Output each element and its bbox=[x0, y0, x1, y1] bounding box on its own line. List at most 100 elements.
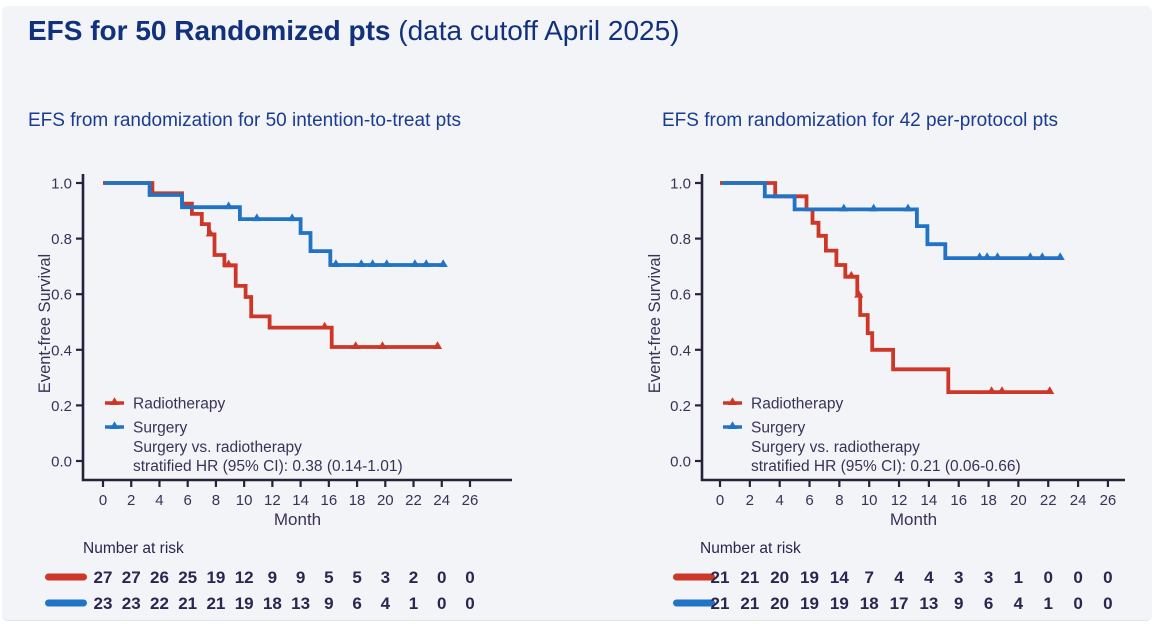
km-curve-surgery bbox=[104, 181, 445, 267]
risk-value: 13 bbox=[291, 594, 310, 613]
x-tick-label: 12 bbox=[891, 492, 908, 509]
risk-row-swatch-radiotherapy bbox=[45, 573, 87, 581]
axis-spine bbox=[700, 174, 1125, 482]
x-tick-label: 0 bbox=[716, 492, 724, 509]
risk-value: 0 bbox=[1103, 568, 1112, 587]
risk-value: 7 bbox=[864, 568, 873, 587]
x-tick-label: 6 bbox=[184, 492, 192, 509]
risk-value: 27 bbox=[94, 568, 113, 587]
censor-tick-icon bbox=[727, 421, 738, 429]
risk-value: 27 bbox=[122, 568, 141, 587]
censor-tick-icon bbox=[224, 201, 234, 210]
y-tick-label: 0.0 bbox=[670, 454, 691, 471]
page-title-cutoff: (data cutoff April 2025) bbox=[390, 15, 680, 46]
risk-value: 23 bbox=[122, 594, 141, 613]
risk-value: 20 bbox=[770, 594, 789, 613]
legend-label-surgery: Surgery bbox=[751, 420, 806, 437]
censor-tick-icon bbox=[109, 421, 120, 429]
y-tick-label: 0.8 bbox=[51, 231, 72, 248]
risk-value: 17 bbox=[890, 594, 909, 613]
censor-tick-icon bbox=[205, 228, 215, 237]
risk-value: 0 bbox=[1073, 568, 1082, 587]
x-axis-label: Month bbox=[890, 510, 937, 529]
y-tick-label: 0.4 bbox=[51, 342, 72, 359]
risk-value: 0 bbox=[465, 594, 474, 613]
risk-value: 4 bbox=[894, 568, 904, 587]
risk-value: 5 bbox=[324, 568, 333, 587]
y-tick-label: 0.6 bbox=[51, 287, 72, 304]
x-tick-label: 10 bbox=[861, 492, 878, 509]
x-tick-label: 2 bbox=[127, 492, 135, 509]
y-axis-label: Event-free Survival bbox=[646, 254, 664, 393]
censor-tick-icon bbox=[997, 386, 1007, 395]
x-tick-label: 4 bbox=[776, 492, 784, 509]
censor-tick-icon bbox=[839, 203, 849, 212]
axis-spine bbox=[81, 174, 512, 482]
risk-value: 19 bbox=[800, 594, 819, 613]
page-title-main: EFS for 50 Randomized pts bbox=[28, 15, 391, 46]
x-tick-label: 8 bbox=[212, 492, 220, 509]
risk-value: 22 bbox=[150, 594, 169, 613]
risk-value: 0 bbox=[1073, 594, 1082, 613]
x-tick-label: 22 bbox=[405, 492, 422, 509]
censor-tick-icon bbox=[986, 386, 997, 395]
risk-row-swatch-surgery bbox=[673, 599, 715, 607]
censor-tick-icon bbox=[421, 259, 431, 268]
risk-value: 18 bbox=[860, 594, 879, 613]
x-tick-label: 16 bbox=[320, 492, 337, 509]
censor-tick-icon bbox=[432, 341, 443, 350]
x-tick-label: 18 bbox=[349, 492, 366, 509]
x-tick-label: 10 bbox=[236, 492, 253, 509]
x-tick-label: 4 bbox=[155, 492, 163, 509]
risk-value: 9 bbox=[954, 594, 963, 613]
hr-annotation-line2: stratified HR (95% CI): 0.38 (0.14-1.01) bbox=[133, 458, 403, 475]
risk-value: 9 bbox=[324, 594, 333, 613]
risk-value: 18 bbox=[263, 594, 282, 613]
censor-tick-icon bbox=[320, 321, 330, 330]
risk-value: 19 bbox=[235, 594, 254, 613]
y-tick-label: 0.8 bbox=[670, 231, 691, 248]
risk-value: 23 bbox=[94, 594, 113, 613]
risk-value: 5 bbox=[352, 568, 361, 587]
censor-tick-icon bbox=[367, 259, 378, 268]
y-tick-label: 0.2 bbox=[51, 398, 72, 415]
risk-value: 0 bbox=[437, 594, 446, 613]
x-axis-label: Month bbox=[274, 510, 321, 529]
legend-label-radiotherapy: Radiotherapy bbox=[751, 396, 843, 413]
risk-value: 1 bbox=[1044, 594, 1053, 613]
risk-value: 0 bbox=[437, 568, 446, 587]
risk-value: 25 bbox=[178, 568, 197, 587]
risk-value: 21 bbox=[740, 594, 759, 613]
censor-tick-icon bbox=[1055, 252, 1065, 261]
risk-table-title: Number at risk bbox=[83, 540, 184, 557]
risk-value: 20 bbox=[770, 568, 789, 587]
x-tick-label: 26 bbox=[1100, 492, 1117, 509]
risk-value: 3 bbox=[984, 568, 993, 587]
censor-tick-icon bbox=[109, 397, 120, 405]
risk-value: 19 bbox=[206, 568, 225, 587]
y-tick-label: 0.4 bbox=[670, 342, 691, 359]
censor-tick-icon bbox=[992, 252, 1003, 261]
x-tick-label: 8 bbox=[835, 492, 843, 509]
page-title: EFS for 50 Randomized pts (data cutoff A… bbox=[28, 14, 680, 48]
legend-label-radiotherapy: Radiotherapy bbox=[133, 396, 225, 413]
risk-value: 6 bbox=[984, 594, 993, 613]
risk-value: 4 bbox=[924, 568, 934, 587]
x-tick-label: 16 bbox=[950, 492, 967, 509]
censor-tick-icon bbox=[727, 397, 738, 405]
x-tick-label: 2 bbox=[746, 492, 754, 509]
x-tick-label: 26 bbox=[462, 492, 479, 509]
risk-value: 19 bbox=[800, 568, 819, 587]
censor-tick-icon bbox=[1045, 386, 1055, 395]
censor-tick-icon bbox=[903, 203, 913, 212]
risk-value: 0 bbox=[1044, 568, 1053, 587]
risk-table-title: Number at risk bbox=[700, 540, 801, 557]
y-tick-label: 1.0 bbox=[51, 176, 72, 193]
risk-value: 21 bbox=[711, 568, 730, 587]
censor-tick-icon bbox=[377, 341, 388, 350]
risk-value: 21 bbox=[740, 568, 759, 587]
censor-tick-icon bbox=[1025, 252, 1035, 261]
risk-row-swatch-radiotherapy bbox=[673, 573, 715, 581]
censor-tick-icon bbox=[854, 289, 864, 298]
